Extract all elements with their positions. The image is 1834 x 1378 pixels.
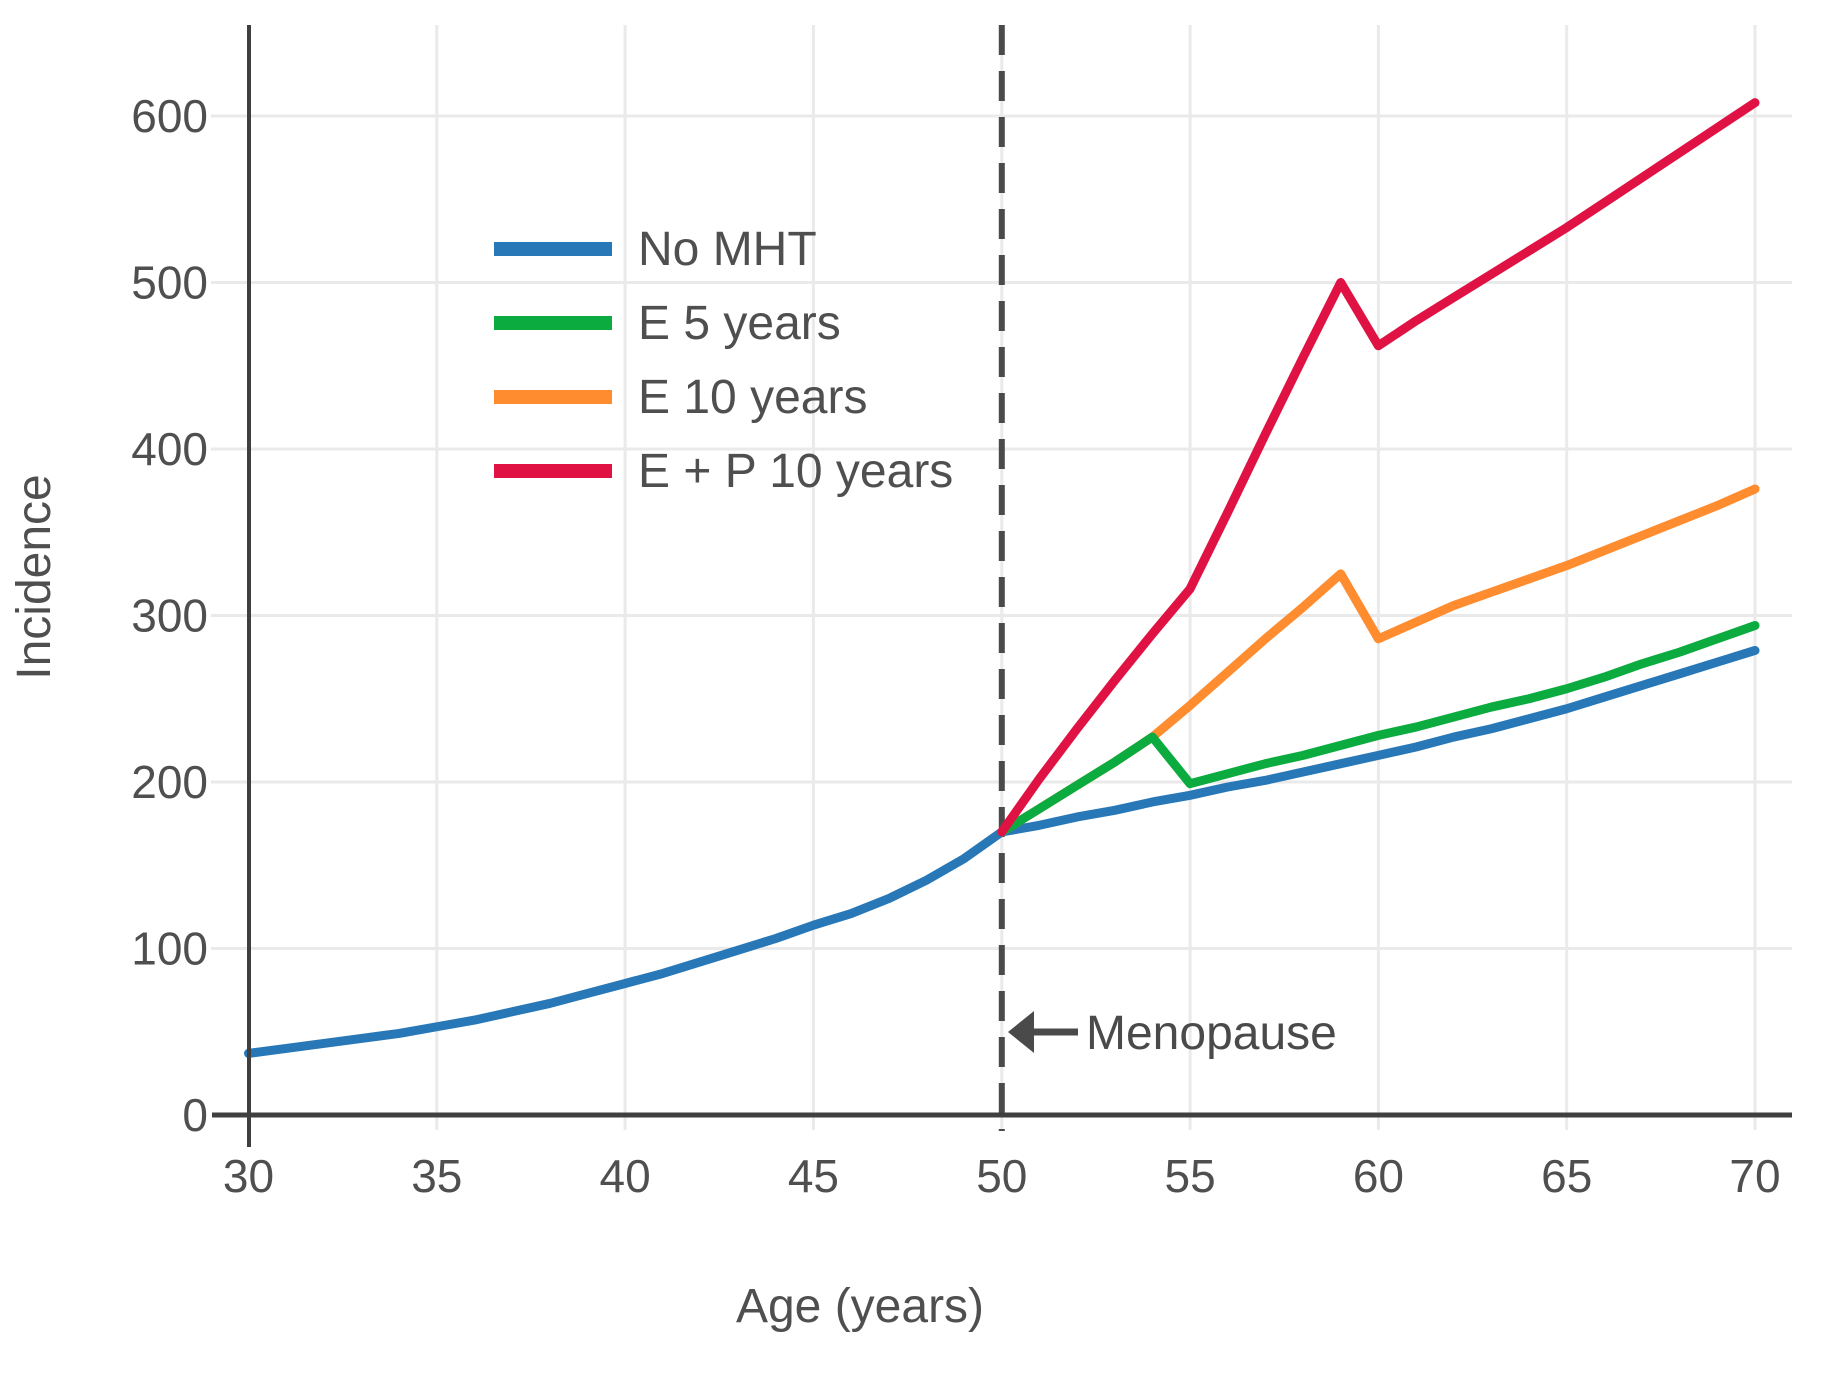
legend-label-no-mht: No MHT: [638, 223, 817, 276]
legend: No MHT E 5 years E 10 years E + P 10 yea…: [494, 223, 953, 498]
legend-item-ep10: E + P 10 years: [494, 445, 953, 498]
legend-label-e10: E 10 years: [638, 371, 867, 424]
x-tick-35: 35: [411, 1150, 462, 1202]
x-tick-labels: 30 35 40 45 50 55 60 65 70: [223, 1150, 1781, 1202]
y-tick-600: 600: [131, 90, 208, 142]
menopause-label: Menopause: [1086, 1007, 1337, 1060]
left-arrow-icon: [1008, 1011, 1034, 1053]
legend-label-ep10: E + P 10 years: [638, 445, 953, 498]
series-line-e-p-10-years: [997, 98, 1760, 837]
axes: [212, 25, 1792, 1147]
x-tick-60: 60: [1353, 1150, 1404, 1202]
y-tick-500: 500: [131, 257, 208, 309]
x-tick-70: 70: [1729, 1150, 1780, 1202]
menopause-annotation: Menopause: [1008, 1007, 1337, 1060]
series-layer: [244, 98, 1760, 1058]
x-tick-30: 30: [223, 1150, 274, 1202]
legend-item-no-mht: No MHT: [494, 223, 817, 276]
y-tick-100: 100: [131, 923, 208, 975]
series-line-e-5-years: [997, 620, 1760, 837]
y-tick-400: 400: [131, 423, 208, 475]
x-tick-50: 50: [976, 1150, 1027, 1202]
y-axis-title: Incidence: [8, 474, 61, 679]
x-tick-45: 45: [788, 1150, 839, 1202]
y-tick-300: 300: [131, 590, 208, 642]
x-tick-40: 40: [600, 1150, 651, 1202]
x-tick-55: 55: [1165, 1150, 1216, 1202]
legend-item-e10: E 10 years: [494, 371, 867, 424]
legend-label-e5: E 5 years: [638, 297, 841, 350]
x-axis-title: Age (years): [736, 1280, 984, 1333]
legend-item-e5: E 5 years: [494, 297, 841, 350]
y-tick-200: 200: [131, 756, 208, 808]
y-tick-labels: 0 100 200 300 400 500 600: [131, 90, 208, 1141]
x-tick-65: 65: [1541, 1150, 1592, 1202]
y-tick-0: 0: [182, 1089, 208, 1141]
